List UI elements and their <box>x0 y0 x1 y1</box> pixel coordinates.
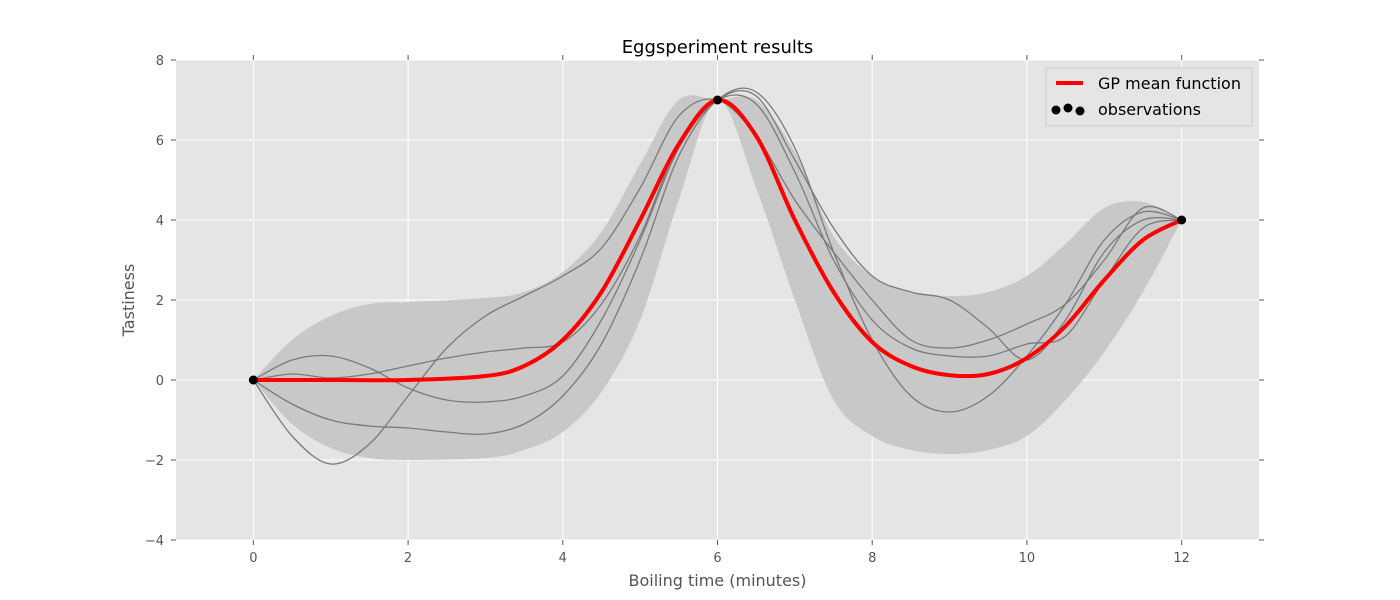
y-axis-label: Tastiness <box>119 264 138 338</box>
legend-observations-marker <box>1063 103 1073 113</box>
y-tick-label: 0 <box>156 374 164 389</box>
x-tick-label: 12 <box>1173 551 1190 566</box>
y-tick-label: 4 <box>156 214 164 229</box>
observation-point <box>713 95 722 105</box>
legend: GP mean function observations <box>1045 67 1253 127</box>
x-tick-label: 10 <box>1019 551 1036 566</box>
y-tick-label: 6 <box>156 134 164 149</box>
legend-observations-label: observations <box>1098 100 1201 119</box>
observation-points-layer <box>248 95 1187 385</box>
confidence-band <box>253 95 1182 460</box>
observation-point <box>248 375 258 385</box>
y-tick-label: −2 <box>145 454 164 469</box>
tick-marks-layer <box>171 55 1264 545</box>
y-tick-label: 8 <box>156 54 164 69</box>
legend-mean-label: GP mean function <box>1098 74 1241 93</box>
x-tick-label: 4 <box>559 551 567 566</box>
legend-observations-marker <box>1075 106 1085 116</box>
observation-point <box>1177 215 1187 225</box>
confidence-band-layer <box>253 95 1182 460</box>
x-axis-label: Boiling time (minutes) <box>629 571 807 590</box>
y-tick-labels: −4 −2 0 2 4 6 8 <box>145 54 164 549</box>
legend-observations-marker <box>1051 105 1061 115</box>
mean-line <box>253 98 1183 383</box>
y-tick-label: −4 <box>145 534 164 549</box>
chart-title: Eggsperiment results <box>622 37 814 58</box>
x-tick-label: 6 <box>713 551 721 566</box>
legend-box <box>1045 67 1253 127</box>
x-tick-label: 2 <box>404 551 412 566</box>
x-tick-label: 0 <box>249 551 257 566</box>
mean-line-layer <box>253 98 1183 383</box>
x-tick-labels: 0 2 4 6 8 10 12 <box>249 551 1190 566</box>
x-tick-label: 8 <box>868 551 876 566</box>
y-tick-label: 2 <box>156 294 164 309</box>
